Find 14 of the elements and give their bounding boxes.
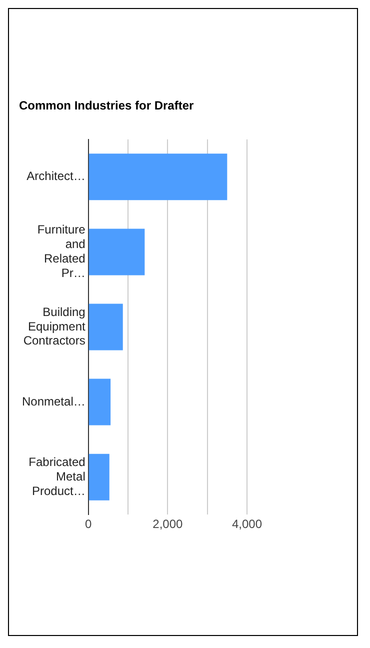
y-tick-label: Fabricated Metal Product… bbox=[28, 454, 86, 498]
chart-title: Common Industries for Drafter bbox=[19, 98, 194, 113]
bar bbox=[88, 228, 145, 276]
bar bbox=[88, 378, 111, 426]
y-tick-label: Nonmetal… bbox=[22, 394, 86, 408]
bar bbox=[88, 454, 110, 500]
x-tick-label: 4,000 bbox=[232, 517, 262, 532]
bar bbox=[88, 304, 123, 350]
y-tick-label: Building Equipment Contractors bbox=[23, 304, 86, 348]
y-tick-label: Furniture and Related Pr… bbox=[37, 222, 86, 280]
y-tick-label: Architect… bbox=[26, 169, 86, 184]
x-tick-label: 0 bbox=[85, 517, 92, 532]
text: 2,000 bbox=[152, 517, 183, 532]
bar bbox=[88, 154, 228, 200]
